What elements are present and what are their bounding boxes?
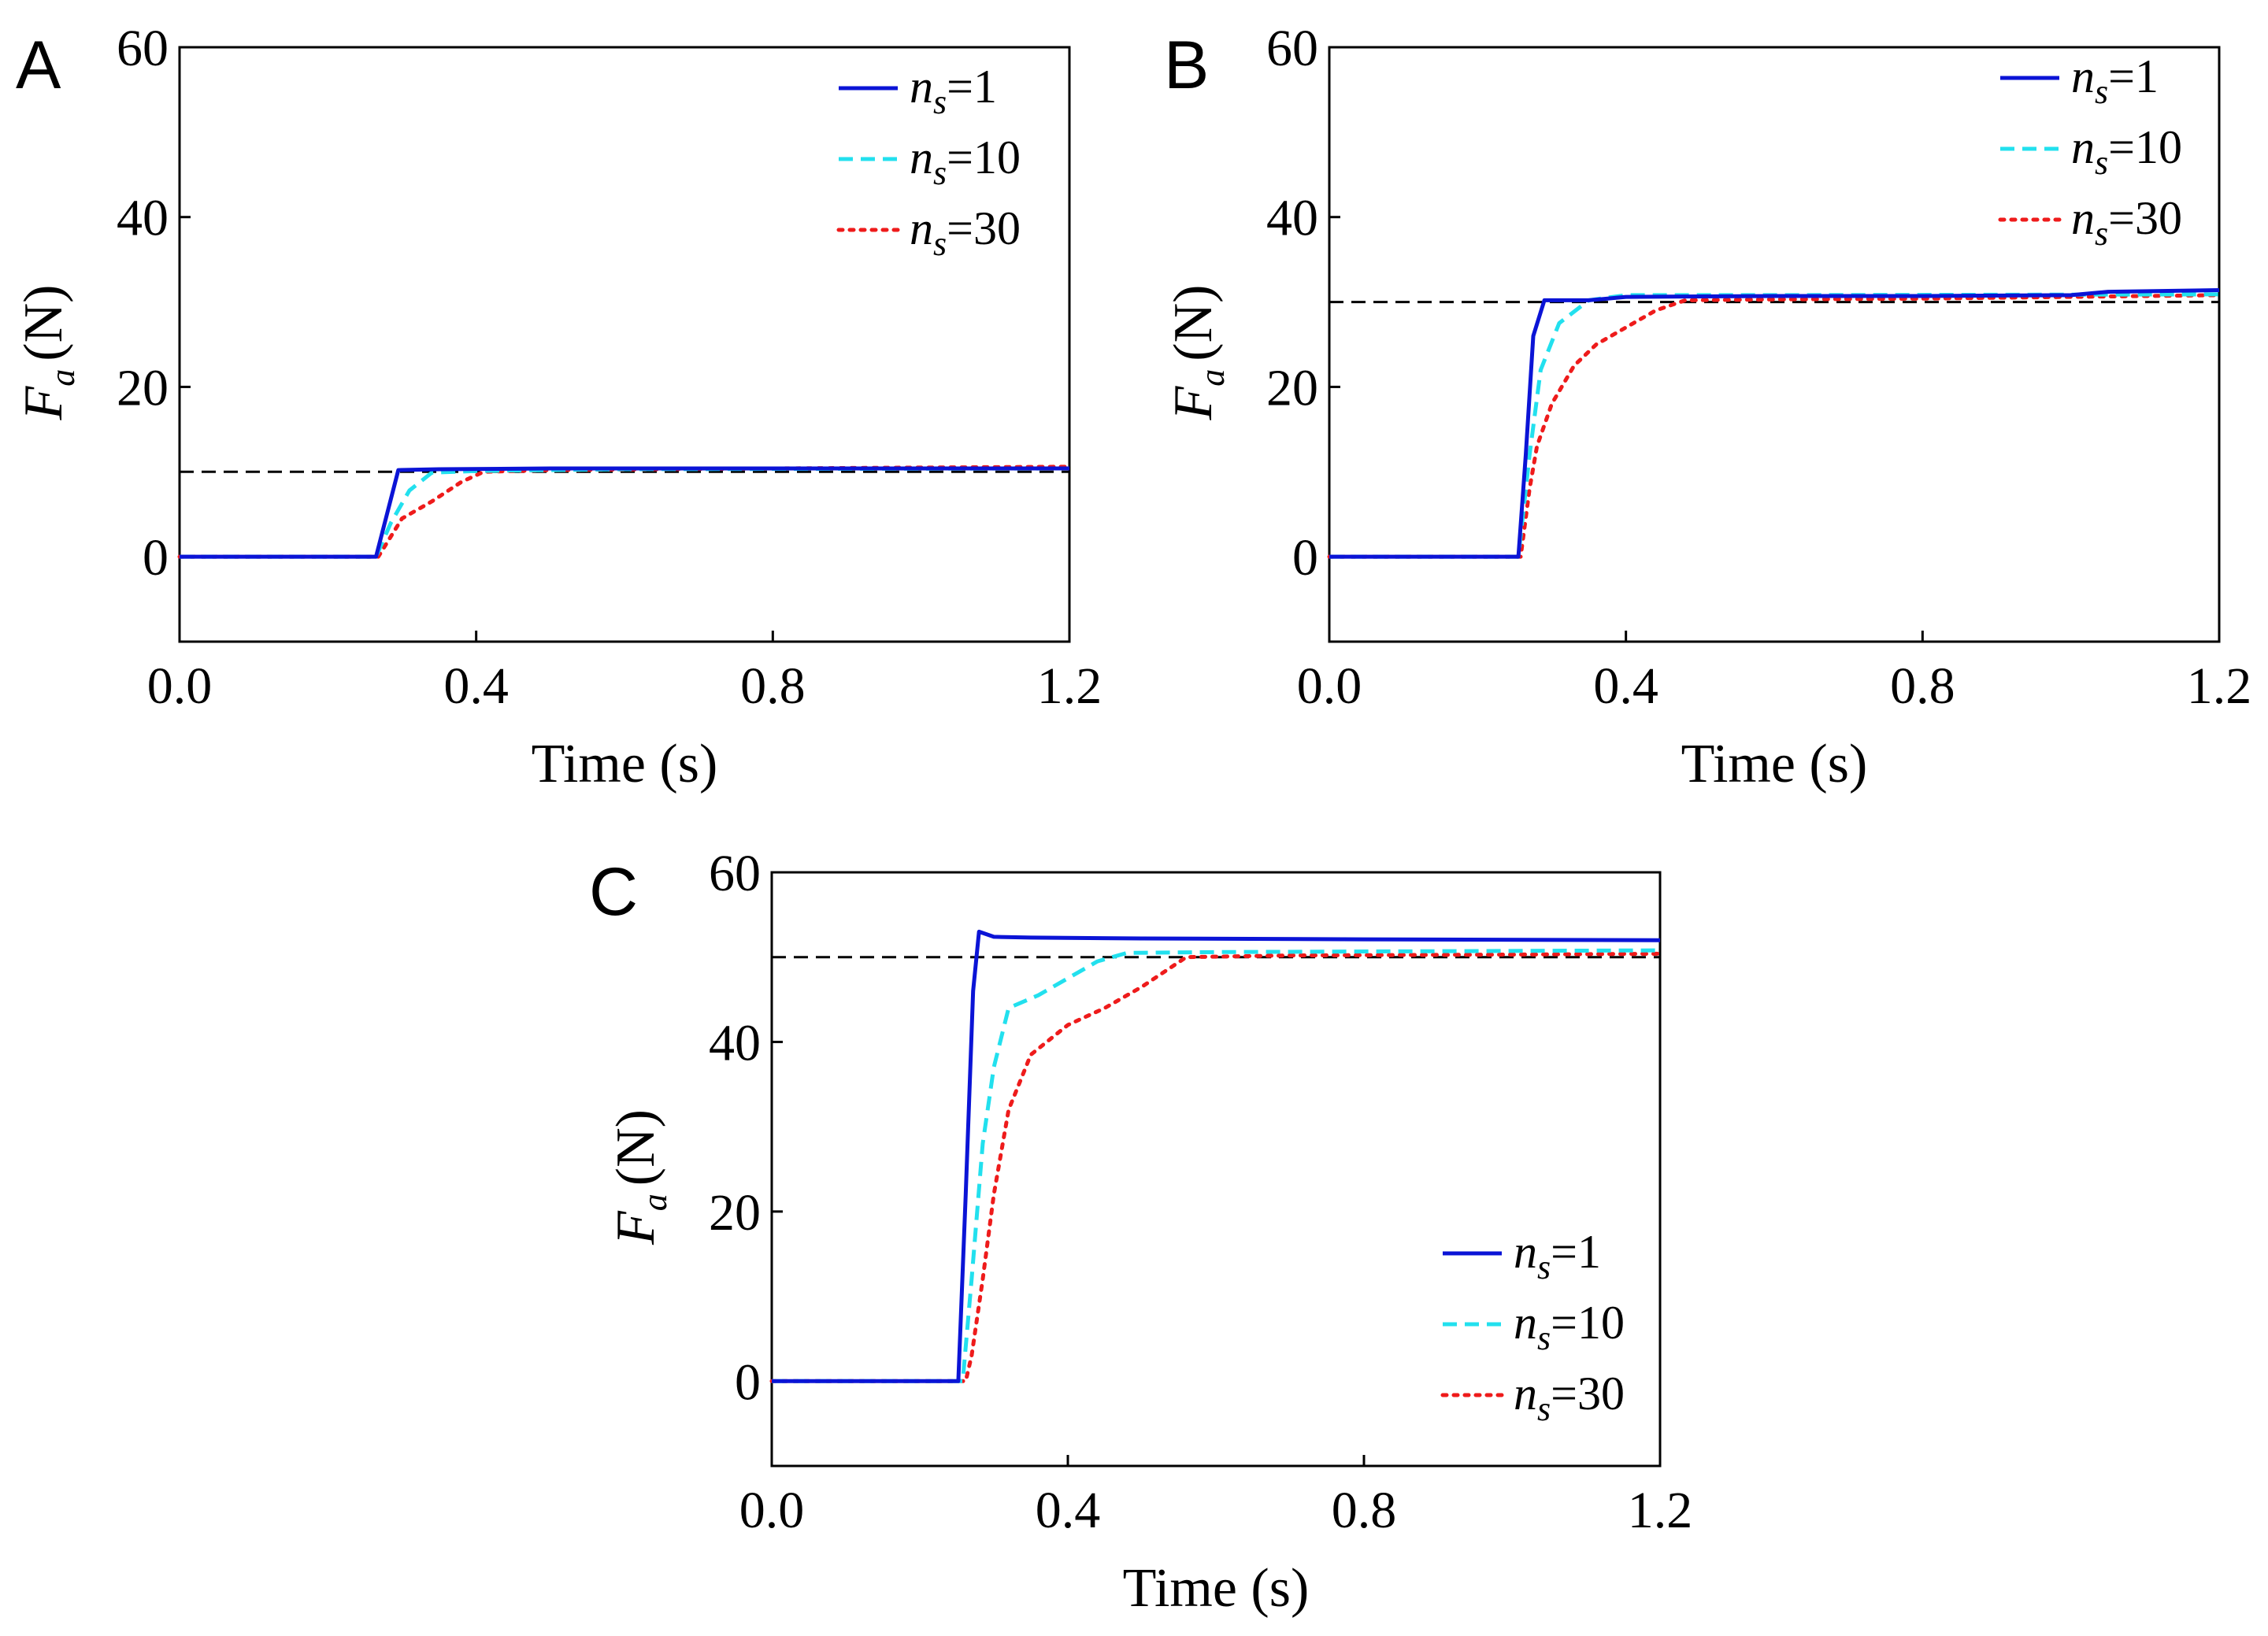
y-tick-label: 40 [117,190,169,247]
y-tick-label: 60 [117,20,169,77]
x-tick-label: 0.0 [739,1482,805,1539]
x-tick-label: 0.0 [147,657,213,715]
series-line-ns-30 [1327,293,2222,559]
legend-label: ns=10 [1514,1297,1625,1357]
series-line-ns-10 [1329,292,2220,559]
plot-frame [1328,46,2221,643]
y-tick-label: 60 [709,845,761,902]
plot-frame [178,46,1071,643]
x-tick-label: 1.2 [2187,657,2252,715]
y-tick-label: 40 [709,1014,761,1072]
legend-label: ns=1 [910,61,997,121]
x-tick-label: 0.4 [443,657,509,715]
panel-letter: B [1164,28,1209,103]
plot-frame [770,871,1662,1468]
series-line-ns-30 [177,465,1072,559]
x-tick-label: 1.2 [1037,657,1102,715]
x-tick-label: 0.8 [740,657,806,715]
y-tick-label: 40 [1266,190,1318,247]
series-line-ns-10 [180,466,1070,559]
series-line-ns-1 [772,929,1661,1383]
x-axis-title: Time (s) [1123,1558,1310,1619]
y-tick-label: 0 [143,529,169,587]
x-tick-label: 1.2 [1628,1482,1693,1539]
panel-letter: C [589,854,638,930]
x-tick-label: 0.8 [1890,657,1955,715]
y-axis-title: Fa(N) [606,1109,674,1246]
y-axis-title: Fa(N) [13,285,82,421]
y-tick-label: 20 [117,359,169,416]
y-tick-label: 60 [1266,20,1318,77]
series-line-ns-1 [180,466,1069,559]
x-axis-title: Time (s) [532,734,718,794]
legend: ns=1 ns=10 ns=30 [1998,50,2182,253]
y-axis-title: Fa(N) [1163,285,1232,421]
series-line-ns-30 [769,951,1662,1383]
panel-letter: A [16,28,61,103]
legend-label: ns=10 [910,131,1021,192]
y-tick-label: 20 [709,1184,761,1242]
x-tick-label: 0.4 [1593,657,1658,715]
legend-label: ns=30 [910,202,1021,263]
legend-label: ns=1 [2071,50,2159,111]
legend: ns=1 ns=10 ns=30 [1440,1226,1625,1428]
x-axis-title: Time (s) [1681,734,1868,794]
x-tick-label: 0.8 [1332,1482,1397,1539]
y-tick-label: 20 [1266,359,1318,416]
legend-label: ns=30 [1514,1368,1625,1428]
series-line-ns-10 [772,948,1661,1383]
legend-label: ns=10 [2071,121,2182,182]
y-tick-label: 0 [735,1353,761,1411]
legend-label: ns=1 [1514,1226,1601,1286]
x-tick-label: 0.0 [1297,657,1362,715]
y-tick-label: 0 [1292,529,1318,587]
x-tick-label: 0.4 [1036,1482,1101,1539]
series-line-ns-1 [1329,288,2220,559]
legend: ns=1 ns=10 ns=30 [836,61,1021,263]
legend-label: ns=30 [2071,192,2182,253]
